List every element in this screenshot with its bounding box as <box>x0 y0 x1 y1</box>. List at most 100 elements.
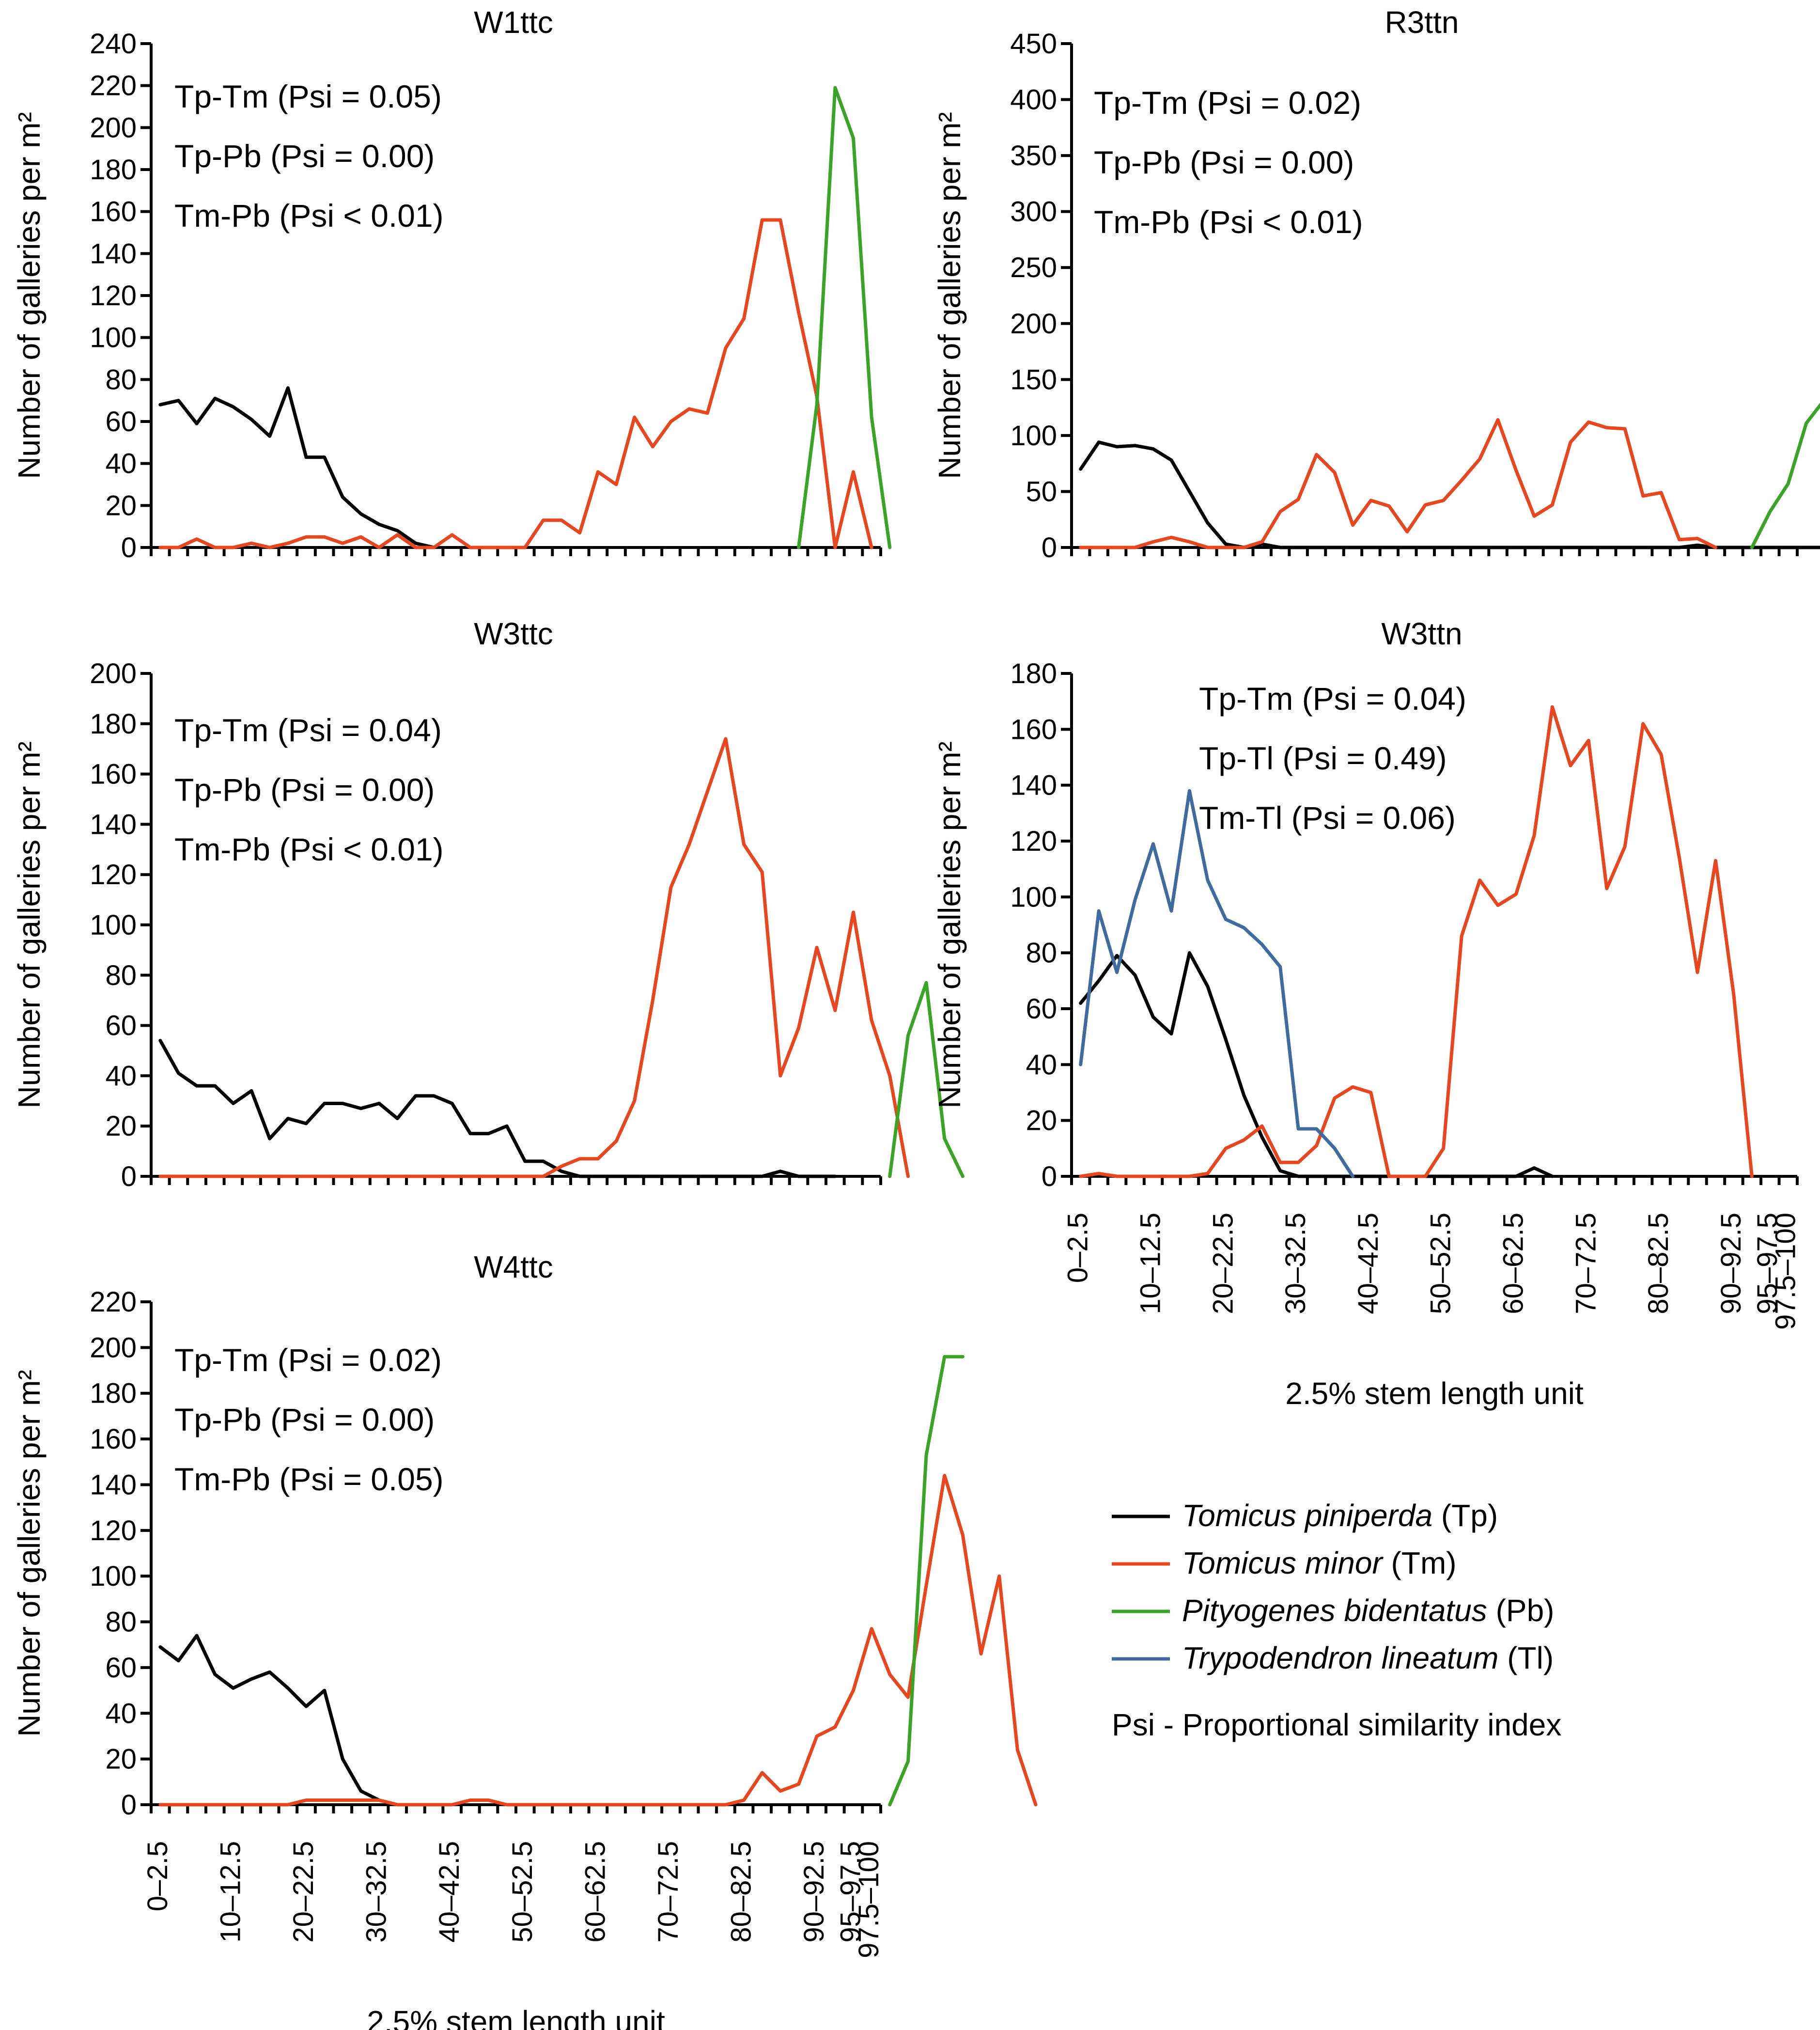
y-axis-label: Number of galleries per m² <box>932 741 967 1109</box>
legend: Tomicus piniperda (Tp) Tomicus minor (Tm)… <box>1112 1498 1561 1742</box>
psi-annotation: Tp-Tm (Psi = 0.04) <box>174 712 442 748</box>
series-line-tm <box>1079 418 1717 549</box>
y-tick-label: 200 <box>1010 308 1057 340</box>
legend-abbr: (Tp) <box>1432 1498 1498 1533</box>
y-tick-label: 140 <box>90 809 137 840</box>
x-tick-label: 20–22.5 <box>288 1841 319 1943</box>
legend-label: Tomicus minor (Tm) <box>1182 1546 1457 1580</box>
y-tick-label: 300 <box>1010 196 1057 228</box>
legend-note: Psi - Proportional similarity index <box>1112 1707 1561 1742</box>
x-tick-label: 95–97.5 <box>835 1841 867 1943</box>
y-tick-label: 120 <box>1010 826 1057 857</box>
psi-annotation: Tp-Tm (Psi = 0.02) <box>174 1342 442 1378</box>
legend-abbr: (Tm) <box>1383 1546 1457 1580</box>
psi-annotation: Tp-Tm (Psi = 0.02) <box>1094 85 1361 121</box>
series-line-tm <box>1079 705 1754 1178</box>
y-tick-label: 250 <box>1010 252 1057 283</box>
panel-title: W3ttn <box>1381 616 1462 651</box>
y-tick-label: 80 <box>105 960 137 991</box>
y-tick-label: 0 <box>121 1789 137 1821</box>
y-tick-label: 200 <box>90 112 137 143</box>
series-line-tp <box>158 1634 418 1807</box>
panel-w3ttn: W3ttn 0 20 40 60 80 100 120 140 160 180 0–2.5 10–12.… <box>932 616 1801 1411</box>
y-tick-label: 200 <box>90 658 137 689</box>
legend-item-tm: Tomicus minor (Tm) <box>1112 1546 1457 1580</box>
psi-annotation: Tm-Pb (Psi < 0.01) <box>1094 204 1363 240</box>
y-tick-label: 100 <box>90 909 137 941</box>
psi-annotation: Tp-Tm (Psi = 0.04) <box>1199 681 1466 717</box>
y-tick-label: 40 <box>1026 1049 1057 1080</box>
y-axis-label: Number of galleries per m² <box>12 1370 47 1737</box>
y-tick-label: 20 <box>105 1110 137 1142</box>
x-tick-label: 40–42.5 <box>434 1841 465 1943</box>
y-tick-label: 140 <box>1010 770 1057 801</box>
series-line-tl <box>1079 789 1354 1178</box>
y-tick-label: 20 <box>1026 1105 1057 1137</box>
y-tick-label: 450 <box>1010 28 1057 60</box>
y-tick-label: 180 <box>90 708 137 740</box>
legend-species: Tomicus minor <box>1182 1546 1384 1580</box>
y-tick-label: 240 <box>90 28 137 60</box>
y-tick-label: 100 <box>1010 420 1057 452</box>
y-axis-label: Number of galleries per m² <box>12 741 47 1109</box>
y-tick-label: 120 <box>90 1515 137 1546</box>
panel-w1ttc: W1ttc 0 20 40 60 80 100 120 140 160 180 200 220 240 Nu… <box>12 5 892 563</box>
y-tick-label: 100 <box>90 322 137 354</box>
legend-species: Pityogenes bidentatus <box>1182 1593 1487 1628</box>
y-tick-label: 0 <box>1042 1161 1057 1192</box>
y-tick-label: 120 <box>90 280 137 312</box>
y-tick-label: 80 <box>1026 937 1057 969</box>
legend-item-pb: Pityogenes bidentatus (Pb) <box>1112 1593 1554 1628</box>
x-tick-label: 30–32.5 <box>1280 1213 1311 1314</box>
legend-label: Pityogenes bidentatus (Pb) <box>1182 1593 1554 1628</box>
series-line-tp <box>1079 951 1554 1178</box>
legend-species: Trypodendron lineatum <box>1182 1640 1498 1675</box>
legend-abbr: (Pb) <box>1487 1593 1555 1628</box>
y-tick-label: 20 <box>105 1744 137 1775</box>
y-tick-label: 20 <box>105 490 137 521</box>
y-tick-label: 180 <box>90 1378 137 1409</box>
psi-annotation: Tp-Tl (Psi = 0.49) <box>1199 740 1447 776</box>
y-tick-label: 200 <box>90 1332 137 1363</box>
x-tick-label: 80–82.5 <box>1643 1213 1674 1314</box>
y-tick-label: 40 <box>105 1698 137 1729</box>
legend-abbr: (Tl) <box>1498 1640 1554 1675</box>
x-axis-label: 2.5% stem length unit <box>367 2004 665 2030</box>
y-tick-label: 400 <box>1010 84 1057 116</box>
psi-annotation: Tp-Pb (Psi = 0.00) <box>1094 144 1354 180</box>
psi-annotation: Tp-Pb (Psi = 0.00) <box>174 772 435 808</box>
x-tick-label: 60–62.5 <box>1498 1213 1529 1314</box>
legend-species: Tomicus piniperda <box>1182 1498 1432 1533</box>
y-tick-label: 120 <box>90 859 137 890</box>
y-tick-label: 0 <box>121 1161 137 1192</box>
series-line-tm <box>158 218 873 549</box>
y-tick-label: 100 <box>1010 881 1057 913</box>
x-tick-label: 90–92.5 <box>798 1841 830 1943</box>
x-tick-label: 80–82.5 <box>726 1841 757 1943</box>
x-tick-label: 10–12.5 <box>215 1841 246 1943</box>
y-tick-label: 60 <box>105 1652 137 1684</box>
y-tick-label: 0 <box>1042 532 1057 563</box>
series-line-pb <box>888 1355 964 1807</box>
series-line-tp <box>158 1039 837 1178</box>
series-line-pb <box>1750 403 1820 549</box>
panel-w4ttc: W4ttc 0 20 40 60 80 100 120 140 160 180 200 220 0–2.5… <box>12 1249 1038 2030</box>
x-tick-label: 50–52.5 <box>507 1841 538 1943</box>
panel-r3ttn: R3ttn 0 50 100 150 200 250 300 350 400 450 Number o… <box>932 5 1820 563</box>
y-tick-label: 60 <box>1026 993 1057 1025</box>
y-axis-label: Number of galleries per m² <box>12 112 47 479</box>
y-tick-label: 140 <box>90 1469 137 1500</box>
x-tick-label: 70–72.5 <box>1570 1213 1602 1314</box>
x-tick-label: 60–62.5 <box>579 1841 611 1943</box>
x-tick-label: 20–22.5 <box>1207 1213 1239 1314</box>
x-tick-label: 90–92.5 <box>1715 1213 1747 1314</box>
y-tick-label: 180 <box>1010 658 1057 689</box>
y-tick-label: 60 <box>105 1010 137 1042</box>
x-tick-label: 97.5–100 <box>853 1841 885 1958</box>
psi-annotation: Tp-Tm (Psi = 0.05) <box>174 78 442 114</box>
panel-title: W3ttc <box>474 616 553 651</box>
y-tick-label: 150 <box>1010 364 1057 395</box>
x-tick-label: 40–42.5 <box>1353 1213 1384 1314</box>
series-line-pb <box>797 86 892 549</box>
y-tick-label: 80 <box>105 1607 137 1638</box>
